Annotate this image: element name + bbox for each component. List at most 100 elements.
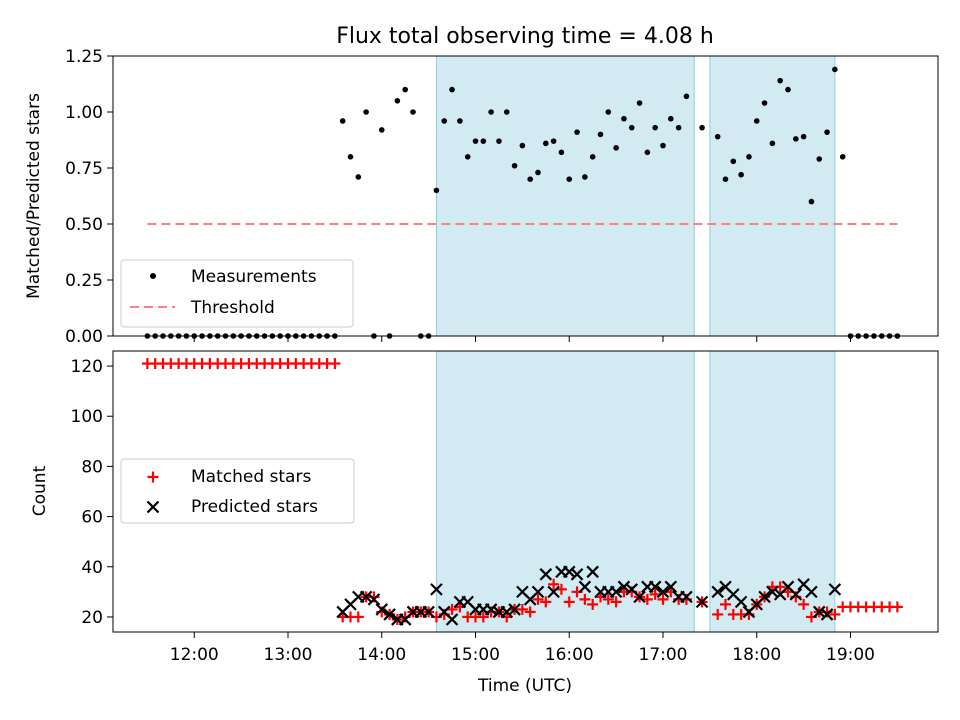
bottom-y-tick-label: 60 [81, 508, 103, 528]
measurement-point [480, 138, 487, 144]
predicted-star-point [820, 608, 834, 621]
measurement-point [535, 169, 541, 176]
bottom-legend-box [120, 458, 355, 524]
predicted-star-point [445, 613, 459, 626]
predicted-star-point [789, 588, 803, 601]
legend-threshold-label: Threshold [190, 298, 275, 318]
matched-star-point [610, 596, 622, 608]
matched-star-point [720, 598, 731, 610]
matched-star-point [712, 608, 724, 620]
predicted-star-point [680, 590, 693, 604]
predicted-star-point [695, 595, 709, 609]
measurement-point [746, 154, 752, 160]
measurement-point [824, 129, 830, 135]
predicted-star-point [734, 595, 748, 609]
predicted-star-point [539, 568, 553, 581]
measurement-point [832, 66, 838, 73]
top-y-tick-label: 0.25 [65, 271, 103, 291]
measurement-point [488, 109, 494, 115]
predicted-star-point [547, 585, 560, 599]
measurement-point [613, 145, 619, 151]
measurement-point [800, 133, 807, 140]
matched-stars-points [141, 358, 903, 625]
bottom-x-tick-label: 19:00 [826, 645, 875, 665]
matched-star-point [649, 588, 661, 600]
matched-star-point [641, 593, 653, 605]
measurement-point [683, 93, 690, 100]
measurement-point [660, 142, 666, 149]
measurement-point [574, 129, 580, 135]
measurement-point [410, 109, 416, 115]
measurement-point [527, 176, 533, 182]
measurement-point [628, 124, 635, 131]
predicted-star-point [805, 585, 818, 599]
measurement-point [753, 118, 760, 124]
legend-predicted-label: Predicted stars [191, 497, 318, 517]
measurement-point [511, 162, 518, 169]
bottom-x-tick-label: 16:00 [545, 645, 594, 665]
top-legend-box [120, 259, 354, 328]
measurement-point [668, 115, 674, 122]
shaded-range-1 [435, 350, 695, 633]
measurement-point [769, 140, 776, 147]
measurement-point [582, 174, 588, 180]
measurement-point [394, 98, 401, 104]
matched-star-point [446, 603, 458, 615]
matched-star-point [657, 593, 669, 605]
measurement-point [378, 127, 385, 133]
predicted-star-point [812, 605, 826, 619]
predicted-star-point [766, 585, 779, 599]
matched-star-point [352, 611, 364, 623]
legend-measurements-marker [150, 273, 156, 279]
legend-cross [146, 500, 160, 514]
predicted-star-point [656, 585, 670, 599]
measurement-point [472, 138, 479, 144]
measurement-point [566, 176, 573, 182]
bottom-x-axis: 12:00 13:00 14:00 15:00 16:00 17:00 18:00 19:00 [170, 632, 875, 665]
predicted-star-point [570, 568, 584, 581]
predicted-star-point [500, 605, 514, 619]
measurement-point [652, 124, 658, 131]
measurement-point [347, 154, 354, 160]
predicted-star-point [383, 608, 396, 621]
measurement-point [761, 100, 768, 106]
measurement-point [543, 140, 549, 147]
measurement-point [519, 142, 526, 149]
x-axis-label: Time (UTC) [477, 676, 572, 696]
predicted-star-point [367, 593, 381, 606]
legend-matched-label: Matched stars [191, 467, 311, 487]
bottom-axes-frame [112, 350, 939, 633]
predicted-star-point [664, 580, 678, 594]
bottom-x-tick-label: 14:00 [357, 645, 406, 665]
measurement-point [636, 100, 643, 106]
predicted-star-point [586, 565, 599, 579]
measurement-point [621, 115, 627, 122]
bottom-y-tick-label: 80 [81, 457, 103, 477]
measurement-point [839, 154, 846, 160]
predicted-star-point [422, 605, 435, 619]
predicted-star-point [562, 565, 576, 579]
matched-star-point [579, 593, 591, 605]
predicted-star-point [828, 583, 842, 596]
matched-star-point [891, 601, 903, 613]
bottom-x-tick-label: 12:00 [170, 645, 219, 665]
predicted-star-point [375, 603, 389, 616]
top-y-axis-label: Matched/Predicted stars [24, 93, 44, 299]
matched-star-point [540, 596, 552, 608]
measurement-point [738, 171, 744, 178]
measurement-point [355, 174, 362, 180]
measurement-point [464, 154, 471, 160]
measurement-point [793, 136, 799, 142]
measurement-point [675, 124, 682, 131]
legend-plus [147, 471, 159, 483]
measurement-point [550, 138, 557, 144]
measurement-point [441, 118, 448, 124]
bottom-y-tick-label: 40 [81, 558, 103, 578]
matched-star-point [477, 611, 489, 623]
top-legend: Measurements Threshold [120, 259, 354, 328]
predicted-star-point [531, 585, 545, 599]
predicted-star-point [484, 603, 498, 616]
measurement-point [699, 124, 705, 131]
bottom-y-axis: 20 40 60 80 100 120 [71, 357, 113, 628]
